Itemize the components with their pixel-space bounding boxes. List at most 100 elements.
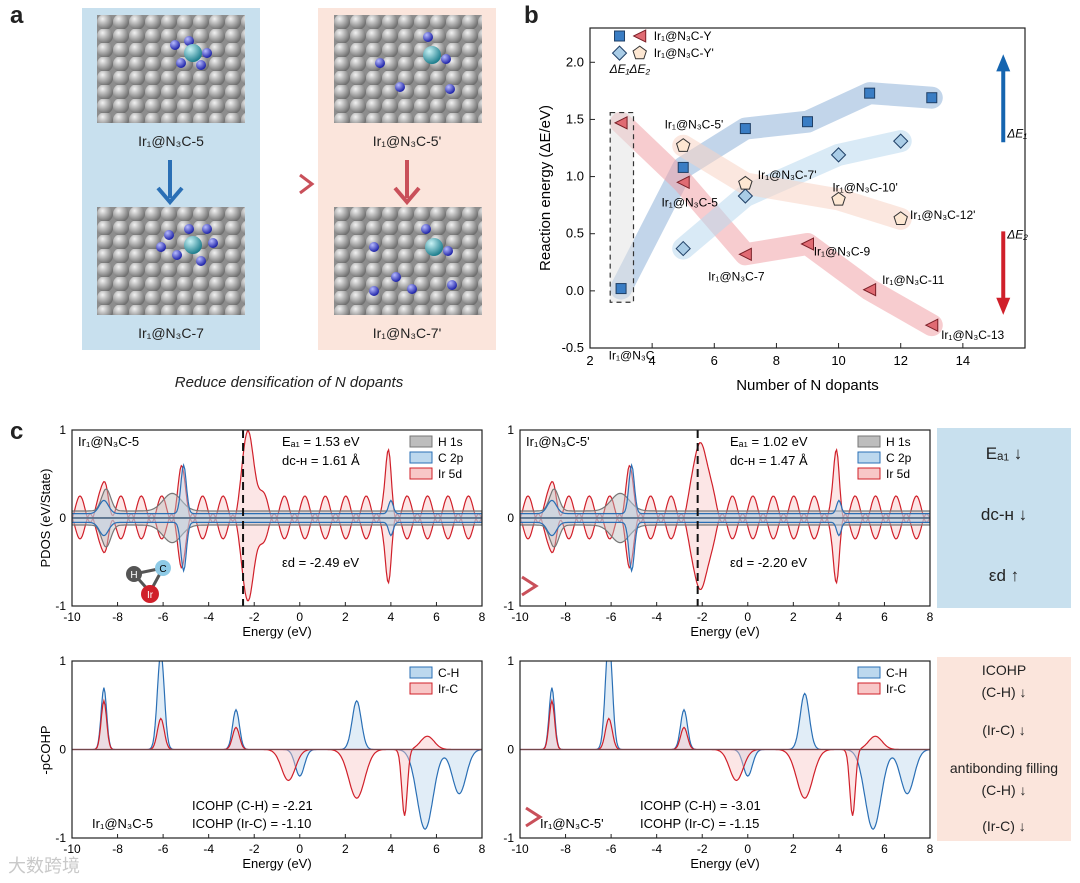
point-y-e1 bbox=[739, 123, 751, 135]
legend-swatch bbox=[409, 682, 433, 695]
pdos-ir5d-down bbox=[72, 513, 482, 602]
icohp-irc-annotation: ICOHP (Ir-C) = -1.10 bbox=[192, 816, 311, 831]
pdos-h1s-down bbox=[72, 517, 482, 548]
x-axis-label: Number of N dopants bbox=[736, 377, 879, 394]
y-tick-label: 0.5 bbox=[566, 226, 584, 241]
legend-label-y: Ir₁@N₃C-Y bbox=[654, 29, 712, 43]
point-label: Ir₁@N₃C bbox=[609, 348, 655, 362]
x-tick-label: 10 bbox=[831, 353, 845, 368]
legend-swatch bbox=[409, 435, 433, 448]
x-tick-label: 0 bbox=[296, 842, 303, 856]
summary-icohp: ICOHP bbox=[981, 662, 1027, 678]
transition-arrow-head bbox=[521, 575, 539, 597]
y-tick-label: -1 bbox=[503, 599, 514, 613]
x-tick-label: 6 bbox=[433, 610, 440, 624]
legend-label: C 2p bbox=[438, 451, 464, 465]
x-tick-label: -4 bbox=[651, 842, 662, 856]
legend-label: C-H bbox=[438, 666, 459, 680]
ea1-annotation: Eₐ₁ = 1.53 eV bbox=[282, 434, 360, 449]
y-tick-label: 1 bbox=[59, 654, 66, 668]
x-tick-label: 8 bbox=[479, 842, 486, 856]
legend-swatch bbox=[409, 666, 433, 679]
x-tick-label: 4 bbox=[388, 610, 395, 624]
x-axis-label: Energy (eV) bbox=[242, 856, 311, 871]
y-tick-label: 1.5 bbox=[566, 111, 584, 126]
legend-swatch bbox=[409, 451, 433, 464]
point-yprime-e1 bbox=[675, 240, 691, 257]
highlight-box bbox=[609, 111, 635, 303]
panel-a-letter: a bbox=[10, 2, 24, 29]
plot-title: Ir₁@N₃C-5' bbox=[526, 434, 590, 449]
x-axis-label: Energy (eV) bbox=[242, 624, 311, 639]
legend-swatch bbox=[409, 467, 433, 480]
summary-dch: dᴄ-ʜ ↓ bbox=[980, 505, 1028, 524]
point-yprime-e1 bbox=[830, 147, 847, 163]
y-tick-label: 1 bbox=[507, 423, 514, 437]
panel-a-caption: Reduce densification of N dopants bbox=[174, 374, 404, 391]
x-tick-label: 8 bbox=[773, 353, 780, 368]
x-tick-label: -8 bbox=[560, 610, 571, 624]
x-tick-label: 12 bbox=[893, 353, 907, 368]
atom-h bbox=[126, 566, 142, 582]
legend-swatch bbox=[857, 451, 881, 464]
plot-frame bbox=[71, 660, 483, 839]
x-tick-label: -10 bbox=[511, 842, 529, 856]
plot-frame bbox=[519, 660, 931, 839]
structure-image-7 bbox=[97, 207, 245, 315]
point-y-e2 bbox=[862, 282, 877, 297]
point-label: Ir₁@N₃C-5' bbox=[665, 118, 724, 132]
legend-diamond bbox=[611, 45, 628, 61]
y-tick-label: 2.0 bbox=[566, 54, 584, 69]
x-tick-label: 2 bbox=[790, 842, 797, 856]
point-y-e2 bbox=[800, 237, 814, 251]
point-y-e1 bbox=[615, 283, 627, 295]
x-tick-label: -4 bbox=[203, 842, 214, 856]
y-tick-label: -1 bbox=[55, 599, 66, 613]
point-y-e1 bbox=[802, 116, 813, 128]
x-tick-label: 6 bbox=[881, 842, 888, 856]
watermark: 大数跨境 bbox=[8, 856, 80, 876]
y-tick-label: -0.5 bbox=[562, 340, 584, 355]
legend-pentagon bbox=[632, 45, 647, 60]
pdos-y-axis-label: PDOS (eV/State) bbox=[38, 469, 53, 568]
x-tick-label: 6 bbox=[433, 842, 440, 856]
icohp-ch-annotation: ICOHP (C-H) = -2.21 bbox=[192, 798, 313, 813]
x-tick-label: 2 bbox=[586, 353, 593, 368]
gradient-arrow-icon bbox=[266, 173, 315, 195]
x-tick-label: -6 bbox=[158, 842, 169, 856]
arrow-e1-head bbox=[996, 54, 1011, 72]
x-tick-label: 8 bbox=[927, 610, 934, 624]
y-tick-label: -1 bbox=[503, 831, 514, 845]
x-tick-label: 6 bbox=[711, 353, 718, 368]
legend-label: Ir-C bbox=[886, 682, 906, 696]
y-tick-label: 0 bbox=[59, 743, 66, 757]
x-tick-label: -2 bbox=[249, 610, 260, 624]
atom-c-label: C bbox=[159, 564, 166, 575]
ea1-annotation: Eₐ₁ = 1.02 eV bbox=[730, 434, 808, 449]
x-tick-label: -2 bbox=[697, 842, 708, 856]
legend-label: Ir 5d bbox=[438, 467, 462, 481]
arrow-e1-label: ΔE₁ bbox=[1006, 127, 1027, 141]
x-tick-label: -6 bbox=[606, 610, 617, 624]
x-tick-label: 4 bbox=[388, 842, 395, 856]
legend-label-de1: ΔE₁ bbox=[609, 62, 630, 76]
pdos-c2p-down bbox=[520, 517, 930, 573]
point-y-e1 bbox=[864, 87, 876, 99]
x-tick-label: -10 bbox=[63, 842, 81, 856]
summary-antibonding-irc: (Ir-C) ↓ bbox=[982, 818, 1026, 834]
legend-label: Ir-C bbox=[438, 682, 458, 696]
band-yprime-e2 bbox=[672, 134, 912, 230]
structure-image-5 bbox=[97, 15, 245, 123]
band-y-e2 bbox=[610, 111, 943, 337]
down-arrow-red-icon bbox=[393, 160, 421, 206]
x-tick-label: -4 bbox=[203, 610, 214, 624]
summary-box-top bbox=[937, 428, 1071, 608]
point-yprime-e2 bbox=[675, 138, 691, 152]
pdos-h1s-up bbox=[520, 488, 930, 519]
point-y-e1 bbox=[677, 161, 689, 173]
ed-annotation: εd = -2.49 eV bbox=[282, 555, 359, 570]
legend-square bbox=[614, 30, 626, 42]
pdos-ir5d-up bbox=[520, 442, 930, 524]
chart-b-frame bbox=[589, 27, 1026, 349]
legend-label: C-H bbox=[886, 666, 907, 680]
